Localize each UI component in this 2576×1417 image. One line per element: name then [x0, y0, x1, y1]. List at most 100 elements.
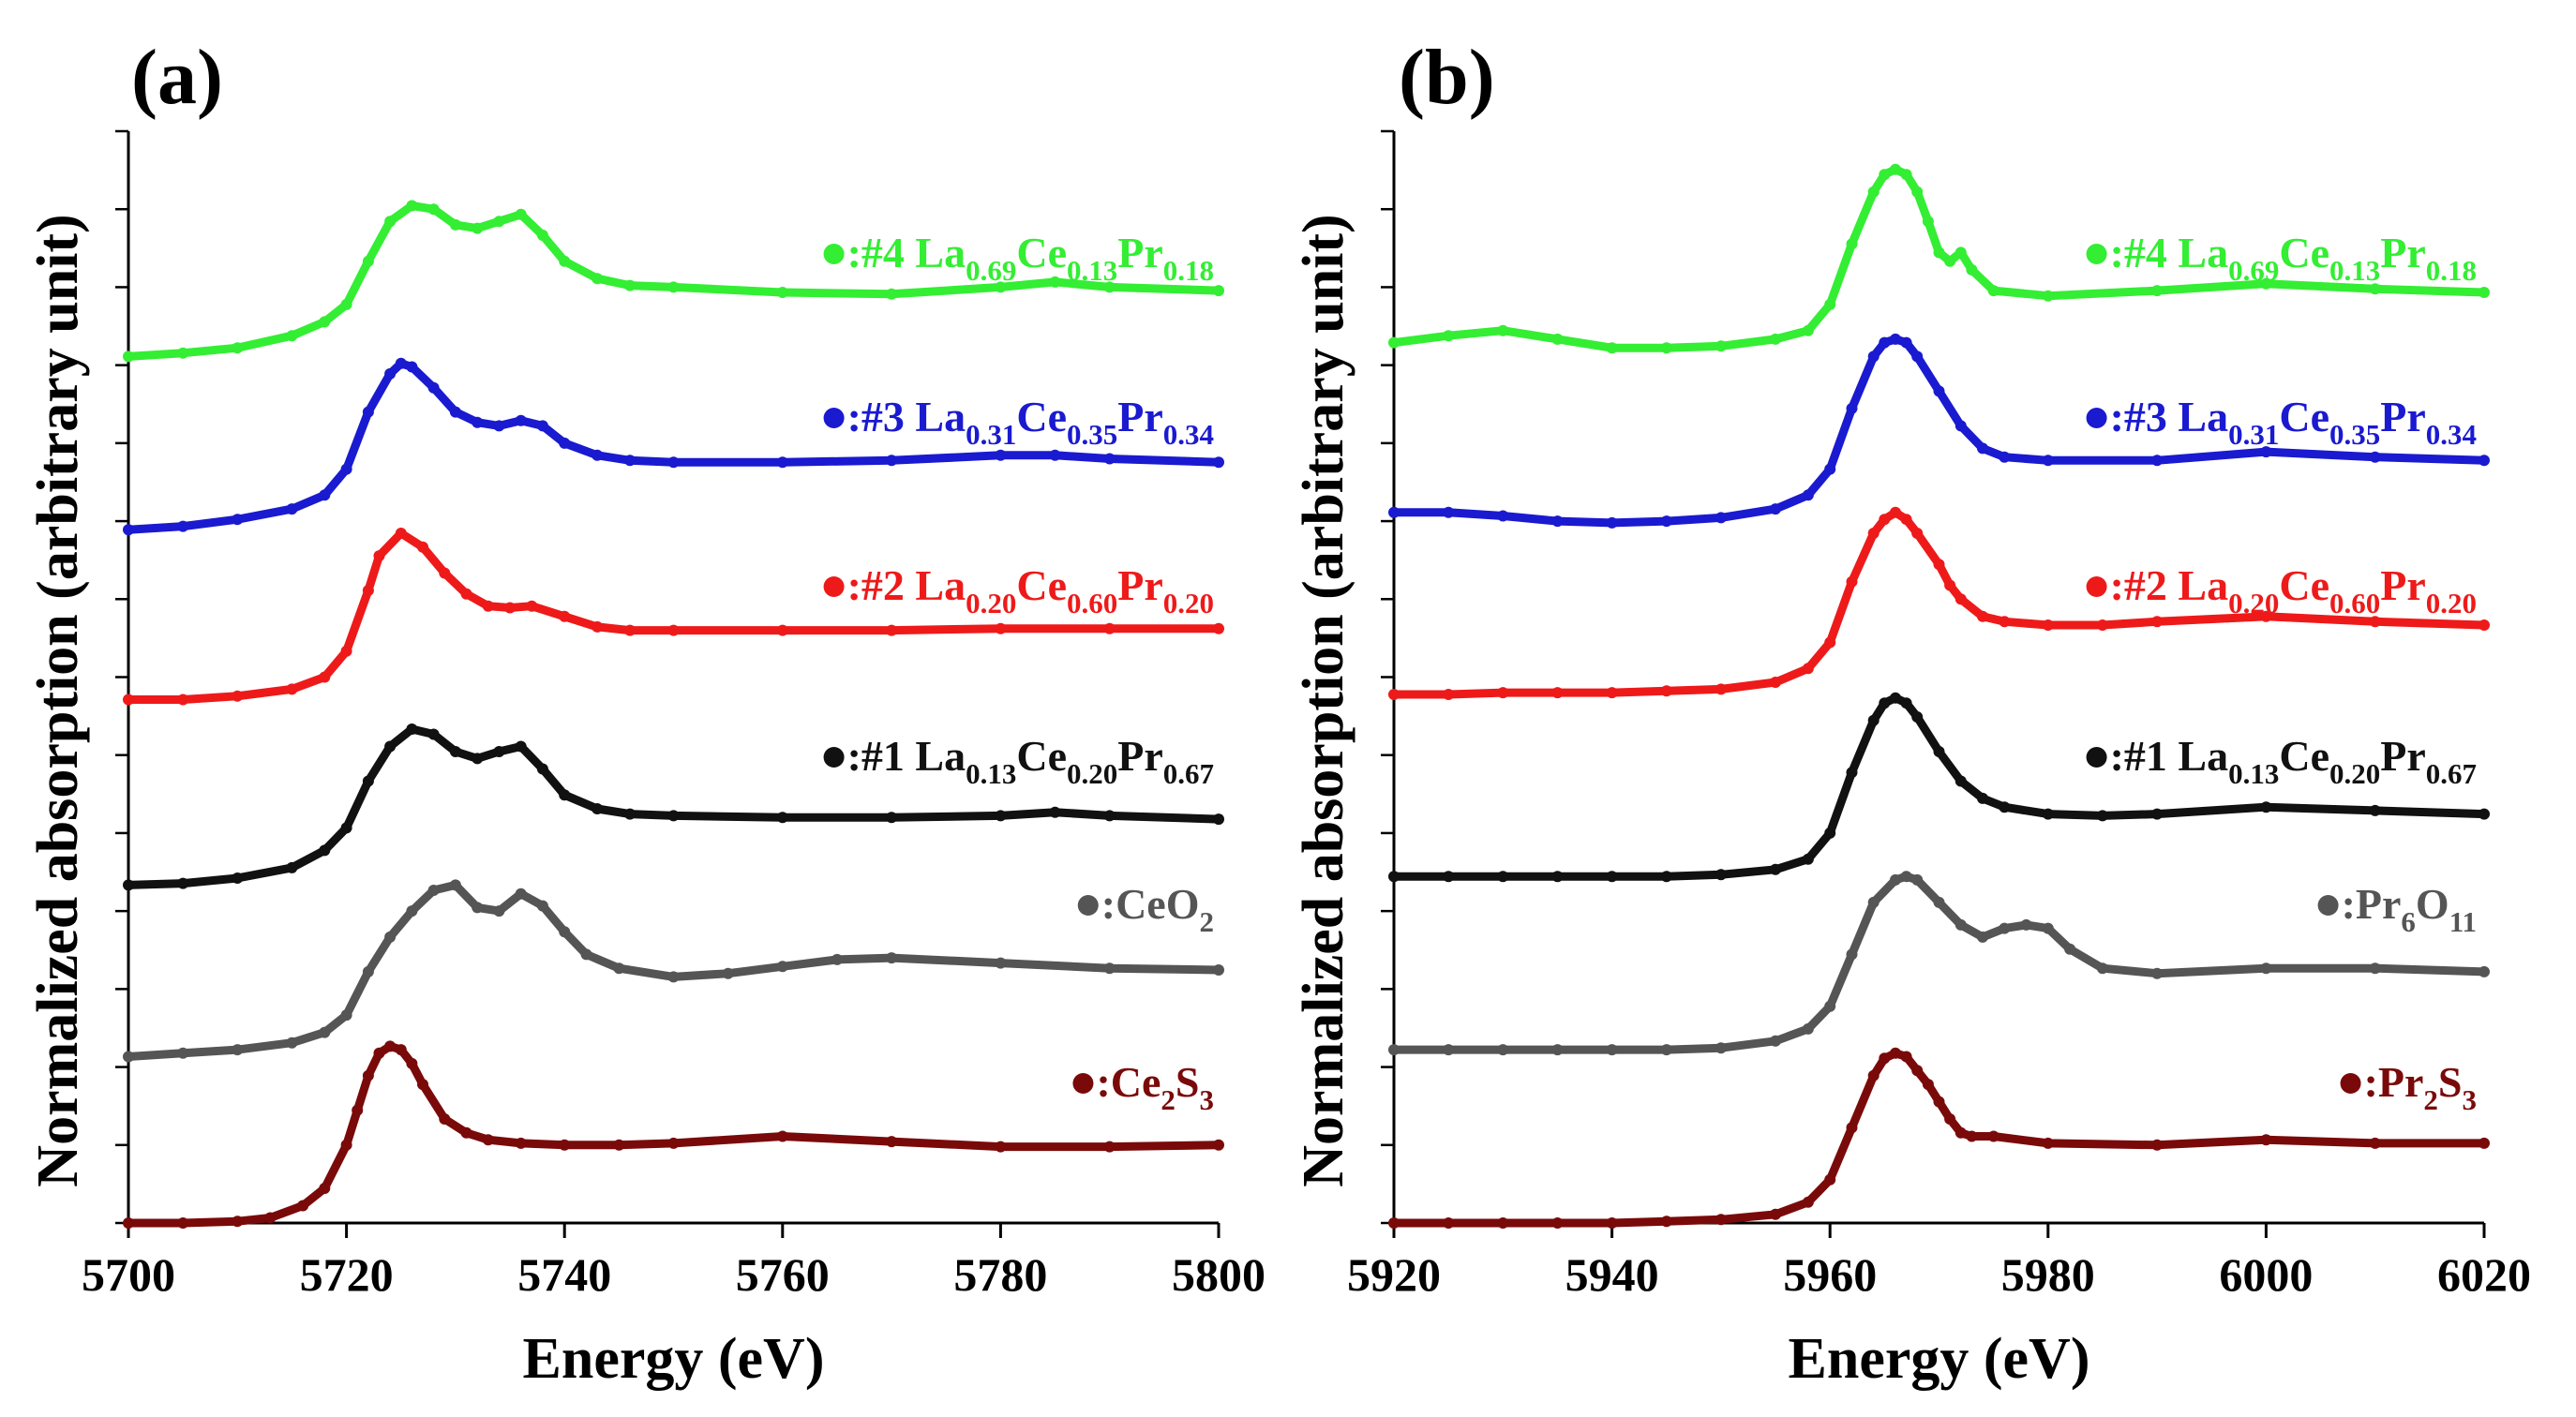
x-tick-label: 5780 — [953, 1248, 1047, 1301]
legend-element: Pr — [1117, 732, 1163, 780]
data-point — [1824, 1173, 1836, 1186]
data-point — [1987, 1130, 1999, 1142]
data-point — [886, 624, 898, 636]
data-point — [1715, 869, 1727, 881]
x-tick-label: 5980 — [2001, 1248, 2095, 1301]
data-point — [493, 746, 505, 757]
legend-element: La — [915, 732, 966, 780]
data-point — [559, 1139, 571, 1151]
legend-subscript: 0.35 — [2329, 418, 2380, 451]
x-tick-label: 5920 — [1347, 1248, 1441, 1301]
data-point — [1715, 512, 1727, 524]
data-point — [1660, 515, 1672, 528]
data-point — [1900, 514, 1912, 526]
panel-b: (b) 5920 5940 5960 5980 6000 6020 Energy (eV) No… — [1292, 34, 2531, 1391]
data-point — [1049, 449, 1061, 461]
data-point — [384, 1040, 397, 1052]
data-point — [1213, 964, 1224, 976]
data-point — [1911, 528, 1924, 539]
data-point — [1213, 1139, 1224, 1151]
data-point — [286, 1037, 298, 1049]
data-point — [1103, 962, 1116, 975]
legend-label: :#2 La0.20Ce0.60Pr0.20 — [2110, 561, 2477, 619]
legend-element: Ce — [1016, 561, 1067, 609]
legend-element: S — [1176, 1058, 1200, 1106]
data-point — [395, 528, 407, 539]
data-point — [264, 1212, 277, 1224]
data-point — [526, 600, 538, 612]
legend-subscript: 0.13 — [1067, 254, 1117, 287]
data-point — [2479, 808, 2490, 820]
legend-ref2: :Ce2S3 — [1072, 1058, 1214, 1116]
legend-prefix: : — [2342, 880, 2356, 928]
data-point — [482, 600, 494, 612]
legend-subscript: 0.34 — [2426, 418, 2477, 451]
data-point — [2369, 283, 2381, 295]
legend-subscript: 6 — [2401, 905, 2416, 938]
data-point — [123, 694, 134, 706]
legend-prefix: : — [1096, 1058, 1110, 1106]
data-point — [667, 456, 680, 469]
data-point — [2096, 619, 2108, 631]
data-point — [1497, 1044, 1509, 1056]
data-point — [2479, 619, 2490, 631]
data-point — [373, 1047, 385, 1059]
data-point — [1879, 169, 1891, 181]
legend-subscript: 2 — [1161, 1083, 1176, 1116]
data-point — [1388, 506, 1400, 518]
y-axis-title: Normalized absorption (arbitrary unit) — [1292, 214, 1355, 1186]
data-point — [624, 279, 636, 291]
data-point — [1388, 871, 1400, 883]
y-axis-title: Normalized absorption (arbitrary unit) — [26, 214, 90, 1186]
data-point — [1911, 1065, 1924, 1077]
data-point — [2260, 610, 2272, 622]
data-point — [2479, 1137, 2490, 1149]
legend-subscript: 0.20 — [966, 587, 1016, 619]
legend-subscript: 0.67 — [1163, 757, 1214, 790]
data-point — [1954, 775, 1967, 787]
data-point — [177, 694, 189, 706]
series-line — [124, 880, 1223, 1061]
panel-label: (a) — [131, 34, 223, 121]
data-point — [1497, 871, 1509, 883]
data-point — [1954, 420, 1967, 432]
legend-subscript: 2 — [2423, 1083, 2438, 1116]
data-point — [1879, 514, 1891, 526]
data-point — [286, 683, 298, 695]
data-point — [427, 885, 440, 896]
data-point — [722, 967, 734, 979]
data-point — [297, 1200, 309, 1212]
data-point — [123, 879, 134, 891]
panel-a: (a) 5700 5720 5740 5760 5780 5800 Energy (eV) No… — [26, 34, 1266, 1391]
data-point — [1770, 863, 1781, 875]
data-point — [319, 316, 331, 328]
series-s2 — [123, 528, 1224, 706]
legend-subscript: 11 — [2449, 905, 2477, 938]
x-tick-label: 6020 — [2437, 1248, 2531, 1301]
data-point — [1497, 510, 1509, 522]
data-point — [1824, 636, 1836, 649]
data-point — [439, 567, 451, 579]
data-point — [1213, 622, 1224, 634]
data-point — [384, 740, 397, 753]
data-point — [1987, 285, 1999, 297]
data-point — [1879, 697, 1891, 709]
legend-element: Ce — [2279, 229, 2329, 276]
data-point — [2369, 1137, 2381, 1149]
data-point — [559, 437, 571, 449]
data-point — [1890, 506, 1901, 518]
legend-prefix: :#1 — [2110, 732, 2179, 780]
data-point — [1606, 342, 1618, 354]
data-point — [384, 216, 397, 228]
data-point — [1846, 238, 1858, 250]
data-point — [1954, 1126, 1967, 1139]
series-line — [1389, 1049, 2489, 1228]
legend-prefix: :#3 — [2110, 393, 2179, 440]
data-point — [1900, 871, 1912, 883]
data-point — [1977, 610, 1988, 622]
data-point — [1933, 385, 1945, 397]
legend-element: La — [915, 561, 966, 609]
data-point — [776, 456, 788, 469]
legend-label: :Pr6O11 — [2342, 880, 2477, 938]
data-point — [1977, 442, 1988, 455]
